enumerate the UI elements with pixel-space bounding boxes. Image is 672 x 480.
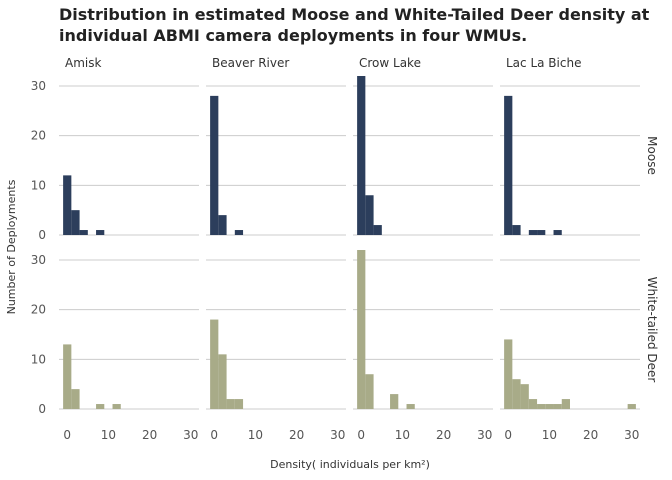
bar-white-tailed-deer-amisk-bin-1 xyxy=(71,389,80,409)
x-tick-label-amisk-10: 10 xyxy=(101,428,116,442)
bar-moose-lac-la-biche-bin-6 xyxy=(553,230,562,235)
bar-white-tailed-deer-lac-la-biche-bin-15 xyxy=(627,404,636,409)
x-tick-label-beaver-river-30: 30 xyxy=(330,428,345,442)
strip-label-col-crow-lake: Crow Lake xyxy=(359,56,421,70)
bar-white-tailed-deer-lac-la-biche-bin-0 xyxy=(504,339,513,409)
strip-label-col-lac-la-biche: Lac La Biche xyxy=(506,56,581,70)
y-tick-label-moose-20: 20 xyxy=(31,129,46,143)
panels-area: 0 10 20 30 Moose 0 10 20 30 0 10 20 30 0 10 20 30 0 10 20 30… xyxy=(31,56,659,442)
bar-white-tailed-deer-beaver-river-bin-1 xyxy=(218,354,227,409)
x-tick-label-beaver-river-20: 20 xyxy=(289,428,304,442)
strip-label-col-amisk: Amisk xyxy=(65,56,101,70)
bar-moose-beaver-river-bin-0 xyxy=(210,95,219,235)
x-tick-label-lac-la-biche-10: 10 xyxy=(542,428,557,442)
bar-white-tailed-deer-lac-la-biche-bin-1 xyxy=(512,379,521,409)
bar-white-tailed-deer-lac-la-biche-bin-7 xyxy=(561,399,570,409)
chart-title-line-2: individual ABMI camera deployments in fo… xyxy=(59,26,527,45)
bar-moose-crow-lake-bin-1 xyxy=(365,195,374,235)
x-tick-label-crow-lake-20: 20 xyxy=(436,428,451,442)
bar-white-tailed-deer-beaver-river-bin-2 xyxy=(226,399,235,409)
bar-moose-amisk-bin-2 xyxy=(79,230,88,235)
chart-title-line-1: Distribution in estimated Moose and Whit… xyxy=(59,5,650,24)
bar-moose-amisk-bin-0 xyxy=(63,175,72,235)
x-tick-label-lac-la-biche-0: 0 xyxy=(504,428,512,442)
bar-white-tailed-deer-lac-la-biche-bin-6 xyxy=(553,404,562,409)
y-tick-label-moose-0: 0 xyxy=(38,228,46,242)
bar-white-tailed-deer-beaver-river-bin-0 xyxy=(210,319,219,409)
x-tick-label-amisk-30: 30 xyxy=(183,428,198,442)
y-axis-label: Number of Deployments xyxy=(5,179,18,314)
bar-white-tailed-deer-amisk-bin-4 xyxy=(96,404,105,409)
y-tick-label-white-tailed-deer-0: 0 xyxy=(38,402,46,416)
x-tick-label-crow-lake-10: 10 xyxy=(395,428,410,442)
bar-moose-lac-la-biche-bin-3 xyxy=(528,230,538,235)
bar-moose-lac-la-biche-bin-0 xyxy=(504,95,513,235)
bar-white-tailed-deer-lac-la-biche-bin-5 xyxy=(545,404,554,409)
x-tick-label-lac-la-biche-20: 20 xyxy=(583,428,598,442)
bar-white-tailed-deer-crow-lake-bin-6 xyxy=(406,404,415,409)
x-axis-label: Density( individuals per km²) xyxy=(270,458,430,471)
x-tick-label-crow-lake-0: 0 xyxy=(357,428,365,442)
x-tick-label-crow-lake-30: 30 xyxy=(477,428,492,442)
x-tick-label-lac-la-biche-30: 30 xyxy=(624,428,639,442)
bar-moose-amisk-bin-4 xyxy=(96,230,105,235)
bar-white-tailed-deer-beaver-river-bin-3 xyxy=(234,399,244,409)
y-tick-label-moose-10: 10 xyxy=(31,178,46,192)
bar-moose-beaver-river-bin-1 xyxy=(218,215,227,235)
x-tick-label-amisk-0: 0 xyxy=(63,428,71,442)
y-tick-label-white-tailed-deer-20: 20 xyxy=(31,303,46,317)
y-tick-label-moose-30: 30 xyxy=(31,79,46,93)
bar-moose-lac-la-biche-bin-4 xyxy=(537,230,546,235)
strip-label-col-beaver-river: Beaver River xyxy=(212,56,289,70)
bar-white-tailed-deer-crow-lake-bin-1 xyxy=(365,374,374,409)
bar-white-tailed-deer-amisk-bin-6 xyxy=(112,404,121,409)
strip-label-row-white-tailed-deer: White-tailed Deer xyxy=(645,277,659,383)
bar-white-tailed-deer-crow-lake-bin-0 xyxy=(357,250,366,409)
bar-white-tailed-deer-crow-lake-bin-4 xyxy=(390,394,399,409)
bar-white-tailed-deer-amisk-bin-0 xyxy=(63,344,72,409)
strip-label-row-moose: Moose xyxy=(645,136,659,175)
x-tick-label-amisk-20: 20 xyxy=(142,428,157,442)
y-tick-label-white-tailed-deer-30: 30 xyxy=(31,253,46,267)
bar-moose-beaver-river-bin-3 xyxy=(234,230,244,235)
x-tick-label-beaver-river-0: 0 xyxy=(210,428,218,442)
y-tick-label-white-tailed-deer-10: 10 xyxy=(31,352,46,366)
bar-white-tailed-deer-lac-la-biche-bin-4 xyxy=(537,404,546,409)
bar-moose-crow-lake-bin-2 xyxy=(373,225,382,235)
bar-moose-amisk-bin-1 xyxy=(71,210,80,235)
bar-white-tailed-deer-lac-la-biche-bin-3 xyxy=(528,399,538,409)
x-tick-label-beaver-river-10: 10 xyxy=(248,428,263,442)
bar-white-tailed-deer-lac-la-biche-bin-2 xyxy=(520,384,529,409)
bar-moose-lac-la-biche-bin-1 xyxy=(512,225,521,235)
bar-moose-crow-lake-bin-0 xyxy=(357,76,366,235)
